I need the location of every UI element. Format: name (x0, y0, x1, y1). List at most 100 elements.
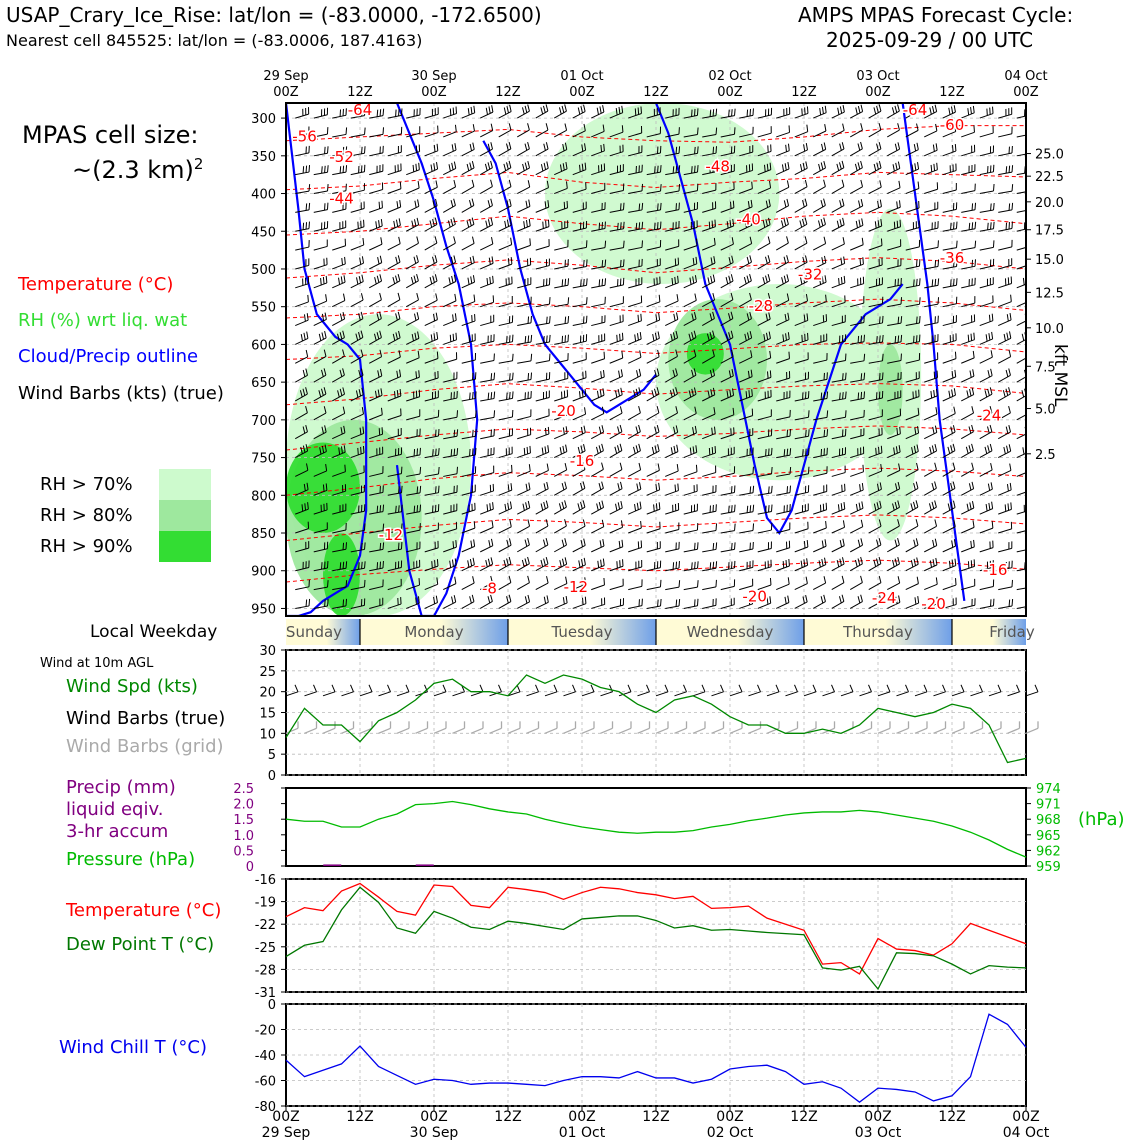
wind-barb-shaft (424, 205, 438, 213)
wind-barb-flag (860, 519, 864, 527)
wind-barb-flag (839, 106, 843, 114)
wind-barb-flag (728, 332, 731, 340)
wind-barb-flag (951, 559, 954, 567)
wind-barb (776, 466, 792, 477)
wind-barb (554, 123, 568, 138)
wind-barb-shaft (831, 205, 845, 213)
wind-barb-flag (336, 333, 340, 341)
wind-barb-flag (523, 221, 526, 229)
wind-barb-shaft (924, 487, 937, 496)
wind-barb-flag (467, 560, 470, 568)
wind-barb-shaft (609, 112, 623, 119)
wind-barb (924, 519, 938, 534)
wind-barb-flag (731, 109, 733, 117)
wind-barb-flag (602, 558, 605, 566)
wind-barb-flag (530, 353, 533, 361)
wind-barb-shaft (443, 339, 457, 345)
wind-barb-shaft (424, 473, 439, 477)
wind-barb-shaft (665, 190, 680, 195)
wind-barb-flag (343, 445, 346, 453)
wind-barb-flag (858, 502, 861, 510)
wind-barb (665, 368, 678, 383)
wind-barb-flag (897, 104, 900, 112)
legend-rh70-swatch (159, 469, 211, 500)
wind-barb (406, 541, 421, 553)
wind-barb-shaft (572, 188, 587, 195)
wind-barb-shaft (313, 393, 327, 402)
wind-barb (387, 292, 401, 308)
wind-barb (905, 353, 921, 364)
wind-barb-shaft (683, 529, 698, 534)
wind-barb-shaft (979, 450, 993, 459)
wind-barb-flag (619, 443, 623, 451)
wind-barb-shaft (942, 111, 956, 119)
wind-barb-shaft (572, 377, 587, 383)
wind-barb-shaft (831, 490, 846, 496)
wind-barb-flag (355, 390, 359, 398)
wind-barb-shaft (905, 396, 920, 402)
wind-barb-shaft (646, 374, 660, 383)
wind-barb (1016, 472, 1026, 477)
wind-barb (905, 407, 920, 421)
wind-barb (739, 428, 754, 440)
wind-barb-flag (707, 390, 710, 398)
wind-barb (776, 504, 791, 515)
wind-barb-shaft (461, 204, 475, 213)
surface-wind-barb-true (396, 691, 410, 697)
wind-barb-shaft (332, 355, 345, 364)
wind-barb (831, 198, 845, 213)
wind-barb-shaft (702, 548, 717, 553)
wind-barb (665, 580, 681, 591)
wind-barb-shaft (942, 487, 956, 496)
wind-barb (720, 311, 734, 326)
wind-barb (702, 237, 716, 251)
wind-barb-flag (915, 481, 919, 489)
cloud-outline (901, 103, 966, 602)
wind-barb (350, 484, 365, 496)
wind-barb-shaft (572, 284, 587, 289)
wind-barb-flag (697, 165, 699, 173)
wind-barb-flag (931, 279, 934, 287)
wind-barb-flag (821, 276, 824, 284)
wind-barb-flag (401, 485, 403, 493)
wind-barb-shaft (572, 469, 586, 477)
wind-barb (850, 372, 866, 383)
surface-wind-barb-true (544, 691, 558, 697)
precip-tick-label: 1.5 (233, 813, 254, 828)
wind-barb-flag (956, 259, 958, 267)
wind-barb (443, 466, 458, 477)
wind-barb (517, 104, 530, 119)
wind-barb-shaft (461, 359, 476, 364)
wind-barb-shaft (480, 545, 494, 553)
wind-barb-flag (582, 597, 584, 605)
wind-barb (572, 221, 588, 232)
wind-barb-shaft (443, 378, 457, 383)
wind-barb-flag (416, 486, 419, 494)
wind-barb-flag (895, 162, 898, 170)
wind-barb-shaft (702, 586, 717, 591)
wind-barb-flag (360, 368, 364, 376)
wind-barb (609, 314, 624, 327)
wind-barb (517, 372, 533, 383)
surface-wind-barb-true-flag (479, 684, 484, 693)
wind-barb (535, 258, 550, 270)
wind-barb (369, 127, 385, 138)
wind-barb (628, 482, 642, 496)
wind-barb-shaft (924, 246, 939, 251)
wind-barb-shaft (591, 376, 605, 383)
wind-barb-flag (600, 559, 602, 567)
wind-barb-shaft (535, 360, 550, 364)
wind-barb-shaft (646, 547, 661, 553)
wind-barb (480, 465, 495, 477)
wind-barb-flag (320, 369, 324, 377)
wind-barb-shaft (406, 205, 420, 213)
wind-barb-flag (658, 482, 661, 490)
wind-barb-flag (820, 392, 823, 400)
pressure-tick-label: 300 (251, 112, 276, 127)
wind-barb (720, 182, 735, 195)
wind-barb-flag (549, 316, 551, 324)
wind-barb-shaft (1016, 395, 1026, 402)
pressure-tick-label: 750 (251, 452, 276, 467)
wind-barb-shaft (517, 148, 530, 157)
wind-barb-shaft (776, 223, 789, 232)
